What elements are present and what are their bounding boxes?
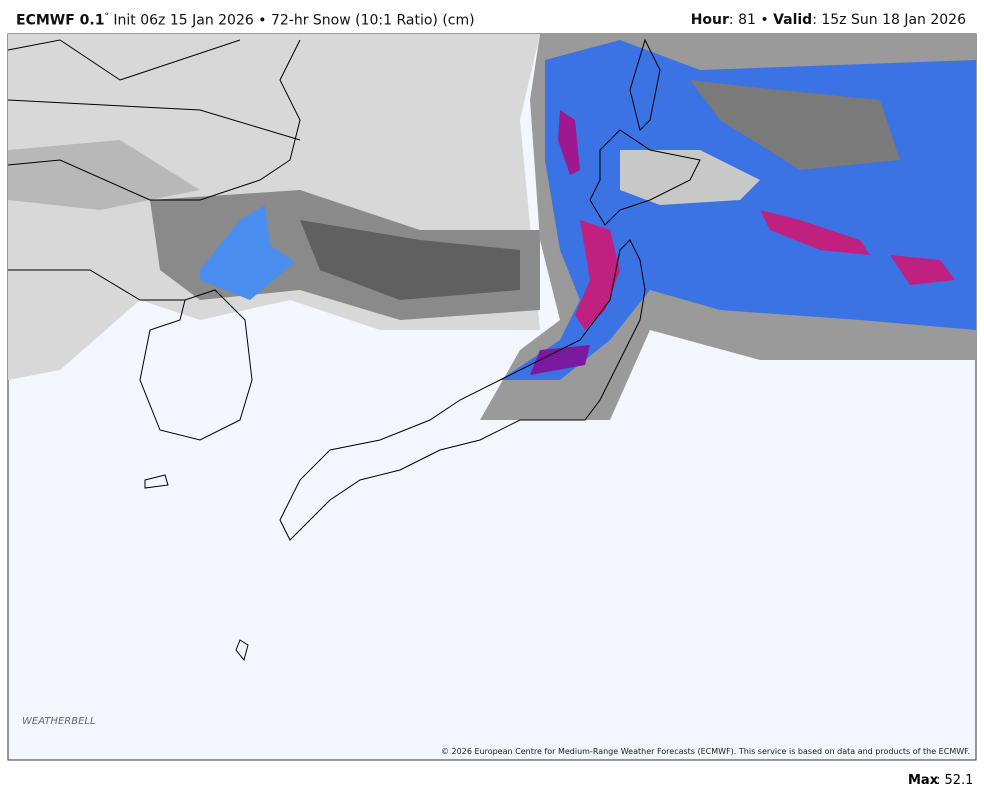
sep: •	[760, 12, 769, 28]
valid: : 15z Sun 18 Jan 2026	[812, 12, 966, 28]
max-value: : 52.1	[936, 773, 973, 788]
max-label: Max	[908, 773, 939, 788]
copyright: © 2026 European Centre for Medium-Range …	[441, 747, 970, 756]
model: ECMWF 0.1	[16, 12, 105, 29]
sep: •	[258, 12, 267, 29]
header-right: Hour: 81 • Valid: 15z Sun 18 Jan 2026	[691, 12, 966, 28]
logo: WEATHERBELL	[22, 716, 96, 727]
coastlines	[7, 38, 701, 662]
product: 72-hr Snow (10:1 Ratio) (cm)	[270, 12, 475, 29]
header-left: ECMWF 0.1° Init 06z 15 Jan 2026 • 72-hr …	[16, 12, 475, 29]
header: ECMWF 0.1° Init 06z 15 Jan 2026 • 72-hr …	[8, 10, 976, 32]
degree: °	[104, 12, 109, 22]
hour-label: Hour	[690, 12, 729, 28]
valid-label: Valid	[773, 12, 813, 28]
snow-field	[8, 34, 976, 420]
hour: : 81	[728, 12, 756, 28]
init: Init 06z 15 Jan 2026	[113, 12, 254, 29]
